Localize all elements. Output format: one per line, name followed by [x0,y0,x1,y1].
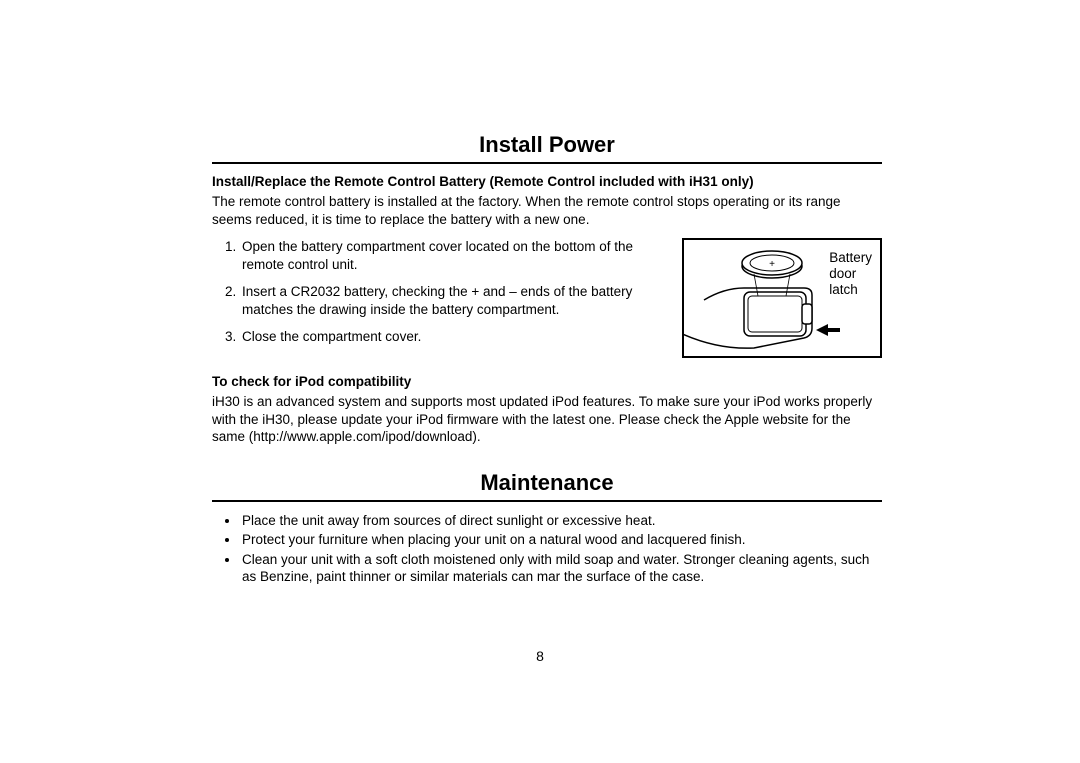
install-power-section: Install Power Install/Replace the Remote… [212,132,882,446]
list-item: Place the unit away from sources of dire… [240,512,882,530]
section-title-maintenance: Maintenance [212,470,882,496]
subheading-install-battery: Install/Replace the Remote Control Batte… [212,174,882,189]
divider [212,162,882,164]
diagram-label: Battery door latch [829,250,872,299]
list-item: Protect your furniture when placing your… [240,531,882,549]
step-item: Open the battery compartment cover locat… [240,238,664,273]
steps-and-diagram-row: Open the battery compartment cover locat… [212,238,882,358]
step-item: Close the compartment cover. [240,328,664,346]
divider [212,500,882,502]
intro-paragraph: The remote control battery is installed … [212,193,882,228]
subheading-ipod-compat: To check for iPod compatibility [212,374,882,389]
diagram-label-line: latch [829,282,858,297]
battery-diagram: + Battery door latch [682,238,882,358]
section-title-install-power: Install Power [212,132,882,158]
install-steps-list: Open the battery compartment cover locat… [212,238,664,346]
maintenance-section: Maintenance Place the unit away from sou… [212,470,882,586]
diagram-label-line: door [829,266,856,281]
page-number: 8 [0,648,1080,664]
compat-paragraph: iH30 is an advanced system and supports … [212,393,882,446]
maintenance-list: Place the unit away from sources of dire… [212,512,882,586]
list-item: Clean your unit with a soft cloth moiste… [240,551,882,586]
svg-text:+: + [769,259,775,270]
manual-page: Install Power Install/Replace the Remote… [212,132,882,588]
steps-column: Open the battery compartment cover locat… [212,238,664,358]
diagram-label-line: Battery [829,250,872,265]
step-item: Insert a CR2032 battery, checking the + … [240,283,664,318]
